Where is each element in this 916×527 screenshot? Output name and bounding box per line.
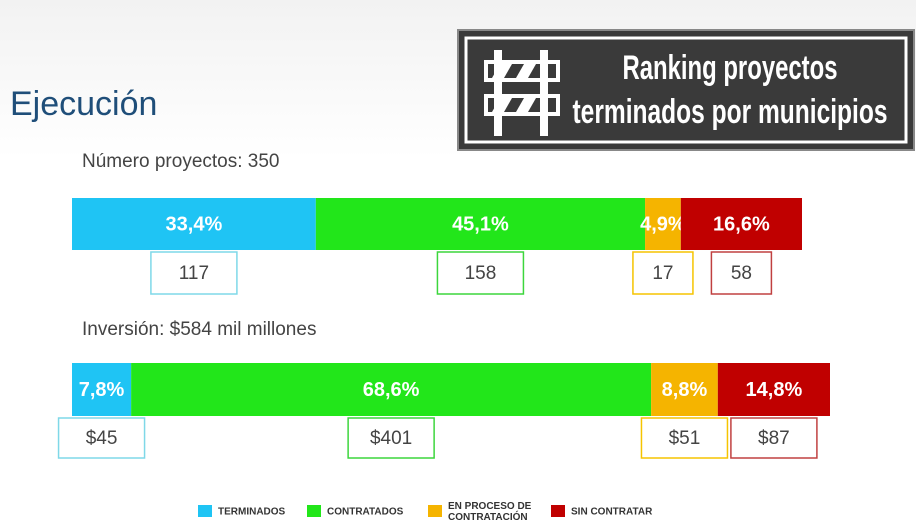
- banner: Ranking proyectos terminados por municip…: [457, 29, 915, 151]
- count-label: $51: [669, 428, 701, 449]
- bar-segment: [131, 363, 652, 416]
- legend-label: EN PROCESO DE: [448, 501, 532, 512]
- bar-segment: [680, 198, 802, 250]
- legend-label: CONTRATACIÓN: [448, 510, 528, 523]
- value-label: 14,8%: [746, 379, 803, 401]
- count-label: 17: [652, 263, 673, 284]
- value-label: 68,6%: [363, 379, 420, 401]
- bar-segment: [717, 363, 830, 416]
- value-label: 16,6%: [713, 213, 770, 235]
- count-label: $401: [370, 428, 412, 449]
- legend-swatch: [428, 505, 442, 517]
- bar-segment: [651, 363, 718, 416]
- chart: Número proyectos: 350 33,4% 117 45,1% 158 4,9…: [72, 151, 802, 295]
- value-label: 33,4%: [166, 213, 223, 235]
- count-box: [436, 251, 525, 295]
- value-label: 45,1%: [452, 213, 509, 235]
- count-box: [710, 251, 773, 295]
- count-box: [632, 251, 694, 295]
- count-box: [640, 417, 729, 459]
- legend-swatch: [198, 505, 212, 517]
- page-title: Ejecución: [10, 85, 157, 123]
- count-box: [57, 417, 146, 459]
- legend: TERMINADOS CONTRATADOS EN PROCESO DECONTRA…: [198, 501, 653, 523]
- chart: Inversión: $584 mil millones 7,8% $45 68,6%…: [57, 319, 830, 459]
- legend-label: TERMINADOS: [218, 507, 286, 518]
- value-label: 4,9%: [640, 213, 686, 235]
- count-label: 158: [465, 263, 497, 284]
- count-box: [150, 251, 238, 295]
- count-box: [730, 417, 818, 459]
- banner-line: Ranking proyectos: [623, 49, 838, 87]
- count-label: $87: [758, 428, 790, 449]
- value-label: 8,8%: [662, 379, 708, 401]
- legend-swatch: [551, 505, 565, 517]
- bar-segment: [72, 363, 132, 416]
- chart-subtitle: Inversión: $584 mil millones: [82, 319, 316, 340]
- bar-segment: [645, 198, 681, 250]
- legend-swatch: [307, 505, 321, 517]
- count-label: 58: [731, 263, 752, 284]
- legend-label: CONTRATADOS: [327, 507, 404, 518]
- banner-line: terminados por municipios: [573, 93, 888, 131]
- barrier-icon: [484, 50, 560, 136]
- value-label: 7,8%: [79, 379, 125, 401]
- count-label: 117: [179, 263, 209, 284]
- legend-label: SIN CONTRATAR: [571, 507, 653, 518]
- count-box: [347, 417, 435, 459]
- chart-subtitle: Número proyectos: 350: [82, 151, 280, 172]
- bar-segment: [72, 198, 316, 250]
- bar-segment: [315, 198, 646, 250]
- count-label: $45: [86, 428, 118, 449]
